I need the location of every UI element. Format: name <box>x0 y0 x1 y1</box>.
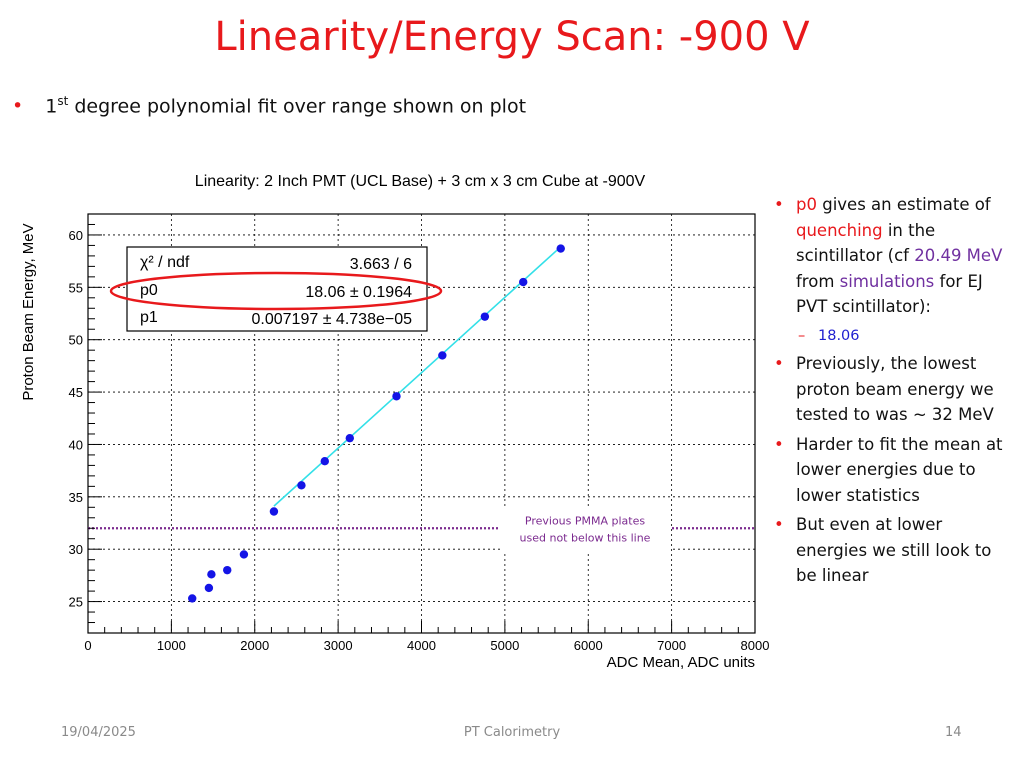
y-tick-label: 25 <box>69 595 83 610</box>
note-bullet: • <box>774 354 784 373</box>
y-tick-label: 55 <box>69 280 83 295</box>
data-point <box>320 457 329 466</box>
y-tick-label: 35 <box>69 490 83 505</box>
stats-value: 3.663 / 6 <box>350 256 412 273</box>
note-text: in the scintillator (cf <box>796 220 936 266</box>
stats-value: 18.06 ± 0.1964 <box>305 284 412 301</box>
data-point <box>438 351 447 360</box>
footer-center: PT Calorimetry <box>463 725 561 740</box>
p0-highlight-ellipse <box>109 271 443 311</box>
slide-title: Linearity/Energy Scan: -900 V <box>214 14 810 60</box>
data-point <box>556 244 565 253</box>
bullet-text-post: degree polynomial fit over range shown o… <box>68 95 527 118</box>
x-tick-label: 7000 <box>657 638 686 653</box>
note-text: Previously, the lowest proton beam energ… <box>796 354 994 424</box>
data-point <box>297 481 306 490</box>
x-tick-label: 1000 <box>157 638 186 653</box>
note-sub-p0-value: –18.06 <box>772 324 1012 350</box>
footer-page-number: 14 <box>945 725 962 740</box>
note-text: from <box>796 271 840 291</box>
data-point <box>519 277 528 287</box>
y-tick-label: 60 <box>69 228 83 243</box>
note-bullet: • <box>774 195 784 214</box>
data-points <box>188 244 565 603</box>
data-point <box>207 570 216 579</box>
data-point <box>188 594 197 603</box>
x-axis-label: ADC Mean, ADC units <box>607 654 755 671</box>
data-point <box>392 392 401 401</box>
stats-label: p0 <box>140 282 158 299</box>
note-previous-energy: • Previously, the lowest proton beam ener… <box>772 351 1012 428</box>
note-linear: • But even at lower energies we still loo… <box>772 512 1012 589</box>
reference-label: used not below this line <box>520 531 651 544</box>
bullet-dot: • <box>12 95 24 118</box>
data-point <box>223 565 232 575</box>
note-quenching-term: quenching <box>796 220 883 240</box>
stats-label: χ² / ndf <box>140 254 190 271</box>
footer-date: 19/04/2025 <box>61 725 136 740</box>
note-bullet: • <box>774 515 784 534</box>
stats-box: χ² / ndf 3.663 / 6 p0 18.06 ± 0.1964 p1 0.007… <box>109 246 443 332</box>
reference-label: Previous PMMA plates <box>525 514 645 527</box>
note-sub-dash: – <box>798 327 806 344</box>
y-tick-label: 45 <box>69 385 83 400</box>
stats-value: 0.007197 ± 4.738e−05 <box>252 311 413 328</box>
note-sub-text: 18.06 <box>818 327 860 344</box>
reference-label-background <box>500 508 670 553</box>
y-tick-label: 50 <box>69 333 83 348</box>
y-axis-label: Proton Beam Energy, MeV <box>20 223 37 400</box>
x-tick-label: 2000 <box>240 638 269 653</box>
x-tick-label: 6000 <box>574 638 603 653</box>
x-tick-label: 3000 <box>324 638 353 653</box>
note-text: gives an estimate of <box>816 195 991 214</box>
stats-box-frame <box>126 246 428 332</box>
chart-title: Linearity: 2 Inch PMT (UCL Base) + 3 cm … <box>195 173 646 190</box>
data-point <box>239 550 249 559</box>
stats-label: p1 <box>140 309 158 326</box>
data-point <box>269 507 279 516</box>
x-tick-label: 4000 <box>407 638 436 653</box>
data-point <box>345 433 354 443</box>
data-point <box>204 583 214 593</box>
note-simulations-term: simulations <box>839 271 935 291</box>
data-point <box>480 312 490 321</box>
x-tick-label: 0 <box>84 638 91 653</box>
note-fit-difficulty: • Harder to fit the mean at lower energie… <box>772 432 1012 509</box>
note-text: for EJ PVT scintillator): <box>796 271 983 317</box>
reference-line-group: Previous PMMA plates used not below this … <box>88 508 755 553</box>
bullet-text-sup: st <box>57 94 69 108</box>
bullet-text-pre: 1 <box>45 95 58 118</box>
notes-panel: • p0 gives an estimate of quenching in th… <box>772 192 1012 593</box>
note-text: Harder to fit the mean at lower energies… <box>796 434 1003 505</box>
note-simulated-value: 20.49 MeV <box>914 246 1003 265</box>
linearity-chart: Linearity: 2 Inch PMT (UCL Base) + 3 cm … <box>20 173 770 671</box>
x-tick-label: 8000 <box>741 638 770 653</box>
main-bullet: • 1st degree polynomial fit over range sh… <box>12 94 526 117</box>
note-quenching: • p0 gives an estimate of quenching in th… <box>772 192 1012 320</box>
y-tick-label: 40 <box>69 437 83 452</box>
note-bullet: • <box>774 434 784 454</box>
y-tick-label: 30 <box>69 542 83 557</box>
note-p0-term: p0 <box>796 195 817 214</box>
x-tick-label: 5000 <box>490 638 519 653</box>
axes: 0 1000 2000 3000 4000 5000 6000 7000 8000 25 30 35 4… <box>69 223 770 653</box>
note-text: But even at lower energies we still look… <box>796 515 992 585</box>
